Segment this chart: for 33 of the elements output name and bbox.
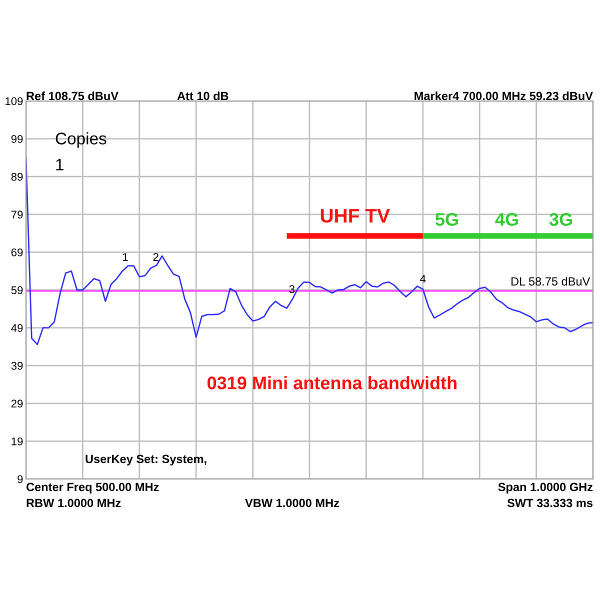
annotation: 4G — [495, 213, 518, 226]
y-tick-label: 19 — [12, 437, 23, 446]
annotation: 1 — [122, 253, 128, 261]
text: Center Freq 500.00 MHz — [26, 482, 159, 494]
ref-line-label: DL 58.75 dBuV — [512, 276, 590, 286]
text: RBW 1.0000 MHz — [26, 498, 121, 508]
annotation: Copies — [56, 132, 106, 148]
annotation: 1 — [56, 158, 64, 170]
text: SWT 33.333 ms — [507, 498, 593, 508]
text: VBW 1.0000 MHz — [245, 498, 340, 508]
y-tick-label: 29 — [11, 400, 23, 408]
text: Span 1.0000 GHz — [498, 482, 593, 494]
text: 0319 Mini antenna bandwidth — [208, 376, 456, 390]
y-tick-label: 49 — [11, 324, 23, 332]
annotation: UserKey Set: System, — [86, 454, 206, 466]
text: Marker4 700.00 MHz 59.23 dBuV — [414, 92, 593, 100]
text: Att 10 dB — [177, 92, 228, 100]
y-tick-label: 59 — [11, 286, 23, 294]
y-tick-label: 69 — [11, 248, 23, 256]
y-tick-label: 99 — [11, 135, 23, 143]
y-tick-label: 89 — [11, 172, 23, 181]
annotation: 2 — [153, 253, 158, 261]
y-tick-label: 109 — [6, 97, 23, 106]
annotation: 4 — [420, 275, 426, 283]
line-series — [26, 157, 593, 346]
annotation: 3G — [549, 213, 572, 226]
y-tick-label: 39 — [11, 362, 23, 370]
annotation: 5G — [436, 213, 458, 226]
y-tick-label: 79 — [11, 210, 23, 219]
y-tick-label: 9 — [18, 475, 23, 484]
text: Ref 108.75 dBuV — [26, 92, 118, 100]
series-label: UHF TV — [320, 209, 390, 223]
annotation: 3 — [289, 285, 295, 294]
